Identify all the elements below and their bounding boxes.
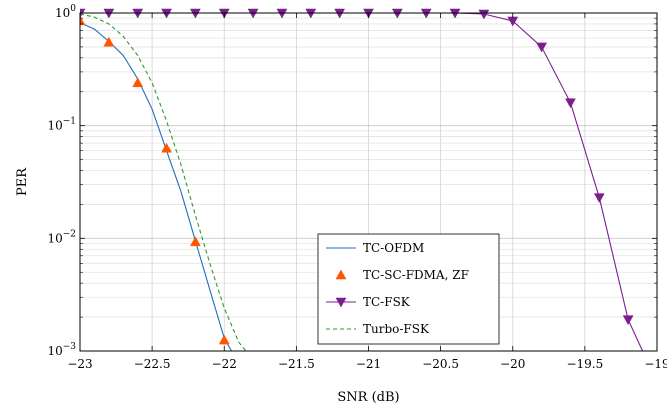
x-tick-label: −22	[212, 357, 237, 371]
data-point	[103, 36, 115, 47]
series-tc-sc-fdma-zf	[80, 15, 230, 345]
data-point	[218, 334, 230, 345]
series-turbo-fsk	[80, 13, 247, 352]
data-point	[593, 193, 605, 204]
legend-swatch-marker	[335, 269, 347, 280]
x-tick-label: −23	[67, 357, 92, 371]
legend-swatch-marker	[335, 297, 347, 308]
data-point	[478, 9, 490, 20]
y-axis-label: PER	[15, 167, 30, 196]
data-point	[189, 236, 201, 247]
legend-box	[317, 233, 500, 345]
y-tick-labels: 100 10−1 10−2 10−3	[47, 4, 76, 358]
y-tick-label: 10−2	[47, 229, 76, 245]
legend: TC-OFDM TC-SC-FDMA, ZF TC-FSK Turbo-FSK	[317, 233, 500, 345]
series-line-tc-ofdm	[80, 22, 232, 352]
legend-item: TC-SC-FDMA, ZF	[335, 268, 469, 282]
x-tick-label: −20.5	[422, 357, 459, 371]
x-tick-labels: −23 −22.5 −22 −21.5 −21 −20.5 −20 −19.5 −19	[67, 357, 667, 371]
x-tick-label: −20	[500, 357, 525, 371]
x-tick-label: −21	[356, 357, 381, 371]
legend-label: Turbo-FSK	[363, 322, 430, 336]
legend-label: TC-SC-FDMA, ZF	[363, 268, 469, 282]
y-tick-label: 10−1	[47, 117, 76, 133]
legend-label: TC-OFDM	[363, 241, 424, 255]
data-point	[565, 98, 576, 109]
x-tick-label: −19.5	[566, 357, 603, 371]
data-point	[622, 315, 634, 326]
data-point	[132, 77, 144, 88]
series-tc-ofdm	[80, 22, 232, 352]
legend-item: TC-FSK	[326, 295, 411, 309]
legend-label: TC-FSK	[363, 295, 411, 309]
legend-item: TC-OFDM	[326, 241, 424, 255]
y-tick-label: 100	[55, 4, 76, 20]
y-tick-label: 10−3	[47, 342, 76, 358]
x-tick-label: −22.5	[134, 357, 171, 371]
x-tick-label: −19	[644, 357, 667, 371]
x-tick-label: −21.5	[278, 357, 315, 371]
data-point	[536, 42, 548, 53]
ticks-layer	[79, 12, 658, 352]
series-line-turbo-fsk	[80, 13, 247, 352]
legend-item: Turbo-FSK	[326, 322, 430, 336]
x-axis-label: SNR (dB)	[337, 390, 399, 405]
data-point	[161, 142, 172, 153]
